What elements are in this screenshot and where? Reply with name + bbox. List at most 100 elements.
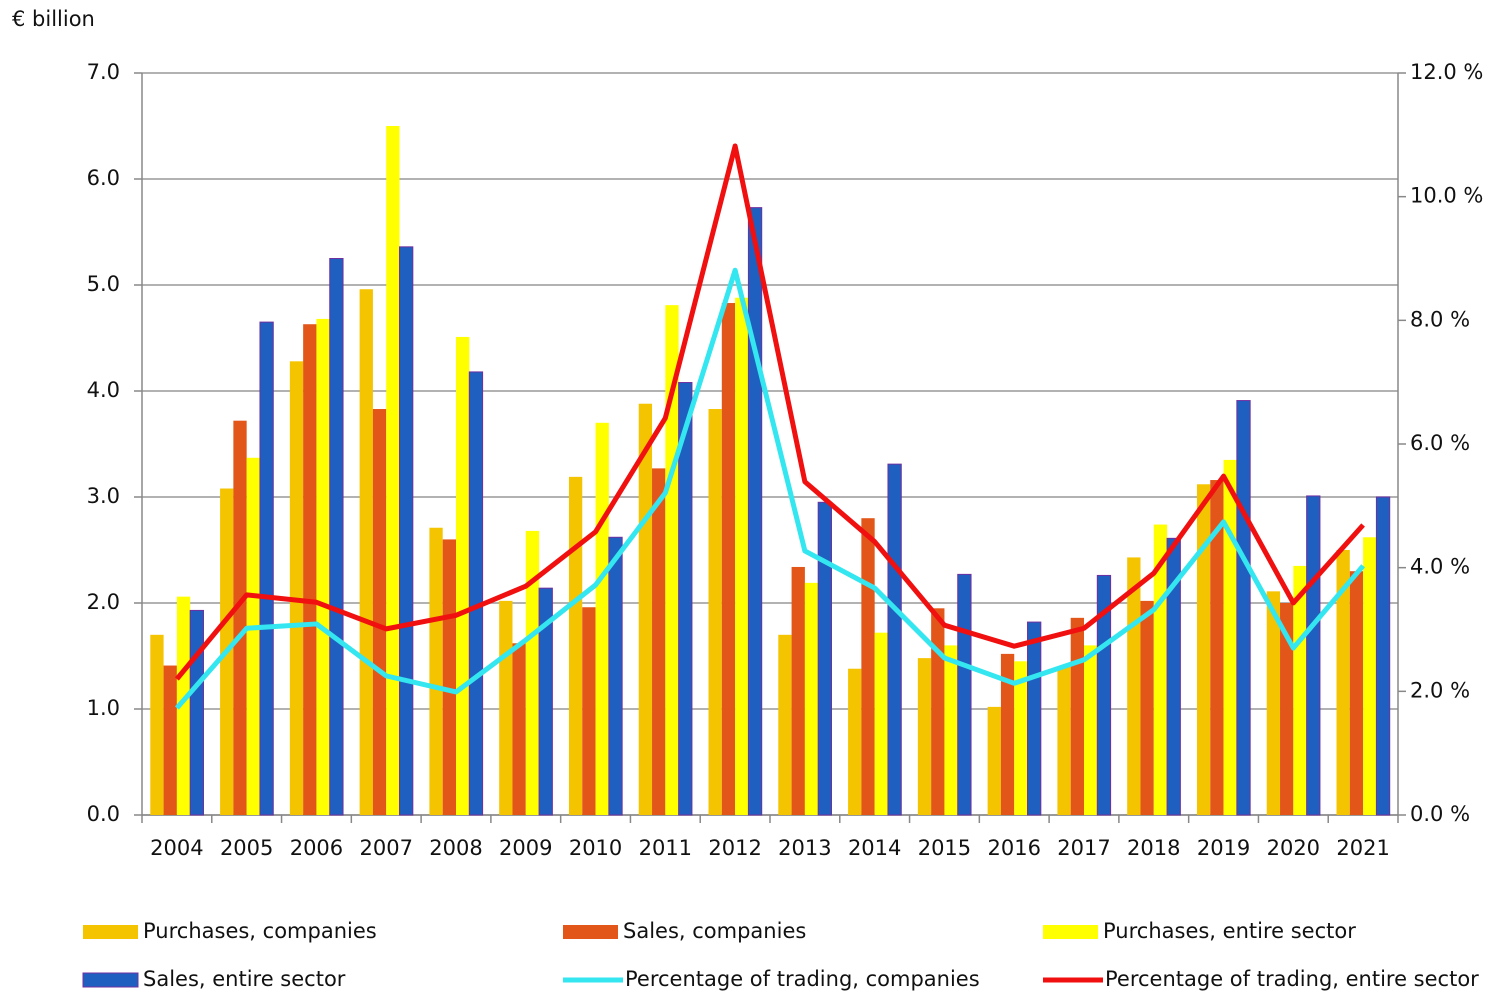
bar — [1084, 645, 1098, 815]
x-tick-label: 2014 — [848, 836, 901, 860]
bar — [1070, 617, 1084, 815]
legend-label: Percentage of trading, entire sector — [1105, 967, 1479, 991]
x-tick-label: 2008 — [429, 836, 482, 860]
x-tick-label: 2012 — [708, 836, 761, 860]
bar — [499, 600, 513, 815]
bar — [246, 457, 260, 815]
bar — [1349, 571, 1364, 815]
bar — [1266, 591, 1281, 815]
legend-swatch — [1043, 925, 1098, 939]
bar — [817, 501, 832, 816]
line — [175, 267, 1366, 710]
x-tick-label: 2015 — [918, 836, 971, 860]
bar — [1140, 600, 1154, 815]
bar — [189, 609, 204, 816]
bar — [468, 371, 484, 816]
bar — [678, 382, 693, 816]
y2-tick-label: 0.0 % — [1410, 802, 1470, 826]
bar — [917, 658, 932, 815]
bar — [176, 596, 191, 815]
bar — [665, 305, 679, 815]
bar — [259, 321, 274, 816]
legend-label: Percentage of trading, companies — [625, 967, 980, 991]
bar — [150, 634, 164, 815]
y-tick-label: 7.0 — [87, 60, 120, 84]
bar — [708, 409, 722, 815]
y-axis-label: € billion — [12, 7, 95, 31]
y2-tick-label: 4.0 % — [1410, 555, 1470, 579]
bar — [399, 246, 414, 816]
bar — [1336, 550, 1350, 815]
x-tick-label: 2020 — [1267, 836, 1320, 860]
y-tick-label: 4.0 — [87, 378, 120, 402]
x-tick-label: 2010 — [569, 836, 622, 860]
x-tick-label: 2006 — [290, 836, 343, 860]
bar — [1293, 565, 1307, 815]
bar — [1057, 666, 1071, 815]
bar — [1096, 574, 1112, 816]
x-tick-label: 2011 — [639, 836, 692, 860]
bar — [525, 530, 540, 815]
y-tick-label: 3.0 — [87, 484, 120, 508]
bar — [747, 207, 763, 816]
x-tick-label: 2018 — [1127, 836, 1180, 860]
bar — [1375, 496, 1391, 816]
bar — [1014, 661, 1028, 815]
y-tick-label: 6.0 — [87, 166, 120, 190]
bar — [372, 409, 387, 815]
x-tick-label: 2005 — [220, 836, 273, 860]
y-tick-label: 2.0 — [87, 590, 120, 614]
y2-tick-label: 12.0 % — [1410, 60, 1483, 84]
y2-tick-label: 2.0 % — [1410, 678, 1470, 702]
bar — [1000, 653, 1015, 815]
bar — [638, 403, 653, 815]
bar — [163, 665, 177, 815]
bar — [1306, 495, 1321, 816]
bar — [1363, 537, 1377, 815]
bar — [1236, 400, 1251, 816]
bar — [608, 536, 623, 816]
bar — [861, 518, 875, 815]
x-tick-label: 2016 — [987, 836, 1040, 860]
y-tick-label: 1.0 — [87, 696, 120, 720]
bar — [1210, 480, 1224, 815]
bar — [538, 587, 553, 816]
bar — [931, 608, 945, 815]
bar — [652, 468, 666, 815]
y-tick-label: 5.0 — [87, 272, 120, 296]
bar — [568, 476, 583, 815]
bar — [456, 336, 470, 815]
bar — [595, 422, 609, 815]
bar — [1027, 621, 1042, 816]
legend-swatch — [563, 925, 618, 939]
line — [174, 143, 1365, 681]
bar — [791, 566, 805, 815]
bar — [1166, 537, 1181, 816]
bar — [957, 573, 972, 816]
x-tick-label: 2013 — [778, 836, 831, 860]
legend-label: Purchases, entire sector — [1103, 919, 1356, 943]
y2-tick-label: 6.0 % — [1410, 431, 1470, 455]
legend-swatch — [82, 972, 139, 988]
bar — [944, 645, 958, 815]
x-tick-label: 2009 — [499, 836, 552, 860]
x-tick-label: 2007 — [359, 836, 412, 860]
y-tick-label: 0.0 — [87, 802, 120, 826]
legend-label: Purchases, companies — [143, 919, 377, 943]
bar — [804, 582, 819, 815]
bar — [316, 318, 330, 815]
y2-tick-label: 10.0 % — [1410, 184, 1483, 208]
bar — [429, 527, 443, 815]
bar — [887, 463, 902, 816]
bar — [1280, 603, 1294, 815]
bar — [582, 607, 596, 815]
x-tick-label: 2019 — [1197, 836, 1250, 860]
bar — [512, 643, 526, 815]
bar — [721, 303, 736, 815]
bar — [1196, 484, 1211, 815]
bar — [874, 632, 888, 815]
legend-label: Sales, companies — [623, 919, 806, 943]
bar — [442, 539, 456, 815]
bar — [329, 258, 344, 816]
